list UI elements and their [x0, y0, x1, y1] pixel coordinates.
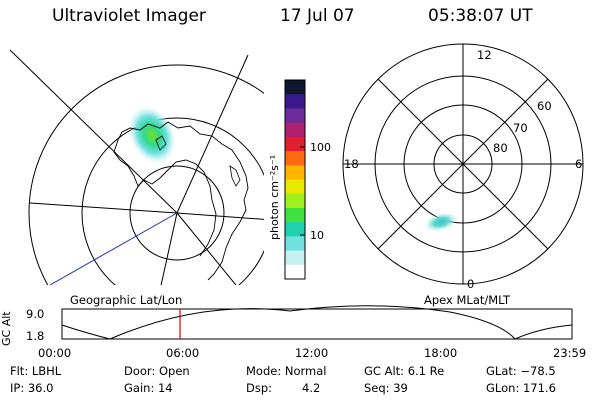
- mlt-label-18: 18: [344, 157, 359, 171]
- colorbar-segment: [285, 250, 305, 266]
- meridian: [29, 202, 178, 214]
- aurora-emission-polar: [424, 212, 458, 232]
- colorbar-segment: [285, 108, 305, 124]
- mlt-label-0: 0: [467, 277, 474, 291]
- time-tick-1200: 12:00: [295, 346, 328, 360]
- lat-circle: [28, 64, 264, 285]
- colorbar-tick-100: 100: [310, 141, 331, 154]
- gain-info: Gain: 14: [124, 381, 173, 395]
- colorbar-segment: [285, 151, 305, 166]
- mlt-line-diag: [377, 78, 549, 250]
- page-title: Ultraviolet Imager: [52, 6, 206, 26]
- meridian: [176, 54, 249, 214]
- colorbar-segment: [285, 122, 305, 138]
- gc-alt-info: GC Alt: 6.1 Re: [364, 364, 445, 378]
- filter-info: Flt: LBHL: [10, 364, 62, 378]
- coastline: [117, 121, 249, 281]
- altitude-ytick-9: 9.0: [26, 307, 44, 321]
- time-label: 05:38:07 UT: [428, 6, 533, 26]
- polar-plot: [342, 43, 584, 285]
- coastline: [229, 165, 241, 187]
- colorbar-segment: [285, 179, 305, 195]
- colorbar-unit-label: photon cm⁻²s⁻¹: [268, 155, 281, 240]
- altitude-plot: GC Alt 9.0 1.8 00:00 06:00 12:00 18:00 2…: [0, 305, 586, 360]
- seq-info: Seq: 39: [364, 381, 408, 395]
- polar-labels: 12 18 6 0 60 70 80: [344, 48, 582, 291]
- time-tick-0600: 06:00: [166, 346, 199, 360]
- dsp-value: 4.2: [302, 381, 321, 395]
- meridian: [176, 212, 264, 220]
- colorbar-segment: [285, 80, 305, 95]
- coastline: [113, 139, 217, 257]
- mode-info: Mode: Normal: [246, 364, 327, 378]
- altitude-ylabel: GC Alt: [0, 311, 13, 346]
- footprint-track: [49, 212, 178, 285]
- glat-info: GLat: −78.5: [486, 364, 556, 378]
- meridian: [160, 212, 178, 285]
- lat-label-70: 70: [513, 121, 528, 135]
- colorbar-segment: [285, 136, 305, 152]
- colorbar-segment: [285, 207, 305, 223]
- meridian: [9, 49, 178, 214]
- coastline: [155, 135, 167, 151]
- colorbar-segment: [285, 236, 305, 252]
- aurora-emission: [128, 106, 176, 164]
- altitude-curve: [61, 305, 573, 340]
- polar-caption: Apex MLat/MLT: [424, 293, 511, 307]
- colorbar-segment: [285, 94, 305, 109]
- time-tick-0000: 00:00: [38, 346, 71, 360]
- lat-circle: [81, 117, 264, 285]
- colorbar-segment: [285, 165, 305, 180]
- dsp-label: Dsp:: [246, 381, 273, 395]
- colorbar-segment: [285, 222, 305, 237]
- time-tick-2359: 23:59: [553, 346, 586, 360]
- altitude-ytick-1.8: 1.8: [26, 329, 44, 343]
- glon-info: GLon: 171.6: [486, 381, 556, 395]
- mlt-label-6: 6: [575, 157, 582, 171]
- geo-caption: Geographic Lat/Lon: [70, 293, 182, 307]
- door-info: Door: Open: [124, 364, 190, 378]
- lat-label-80: 80: [493, 141, 508, 155]
- colorbar-tick-10: 10: [310, 229, 324, 242]
- time-tick-1800: 18:00: [424, 346, 457, 360]
- meridian: [176, 212, 237, 285]
- colorbar-segment: [285, 264, 305, 280]
- ip-info: IP: 36.0: [10, 381, 54, 395]
- geographic-map: [9, 49, 264, 285]
- colorbar: 100 10 photon cm⁻²s⁻¹: [268, 79, 331, 280]
- lat-label-60: 60: [537, 99, 552, 113]
- mlt-label-12: 12: [477, 48, 492, 62]
- date-label: 17 Jul 07: [280, 6, 355, 26]
- lat-circle: [129, 165, 225, 261]
- colorbar-segment: [285, 193, 305, 209]
